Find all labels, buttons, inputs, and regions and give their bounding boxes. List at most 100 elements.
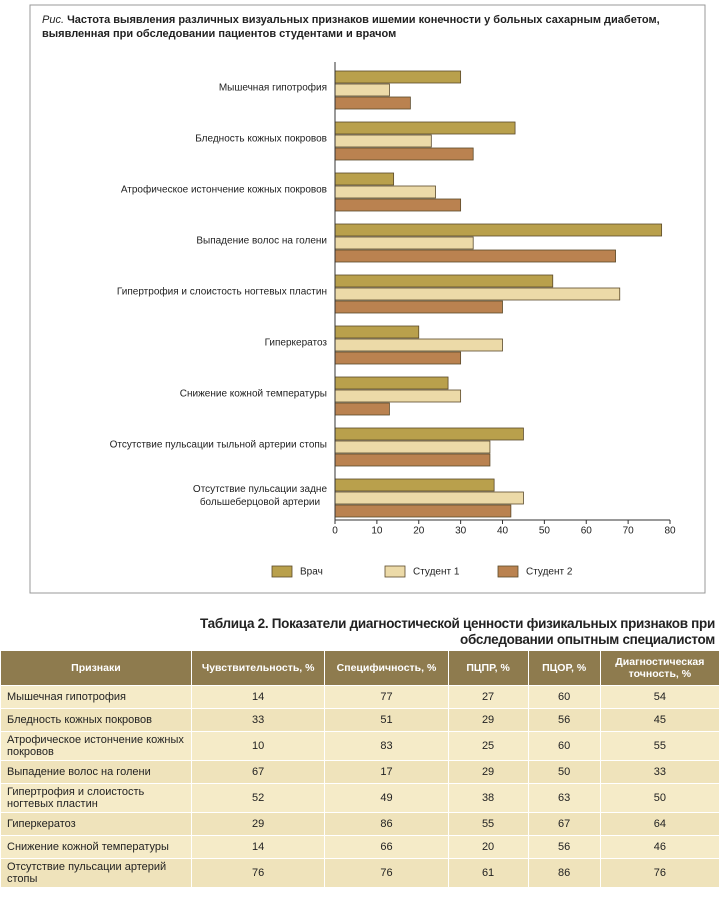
x-tick-label: 40	[497, 526, 509, 537]
figure-caption: Рис. Частота выявления различных визуаль…	[42, 13, 692, 41]
table-cell: 25	[447, 731, 529, 761]
table-cell: 51	[324, 708, 449, 732]
bar	[334, 172, 395, 186]
header-cell: Признаки	[0, 650, 192, 686]
table-title: Таблица 2. Показатели диагностической це…	[200, 616, 715, 647]
table-row: Выпадение волос на голени 67 17 29 50 33	[0, 760, 720, 784]
legend-label: Врач	[300, 567, 323, 578]
bar	[334, 376, 449, 390]
bar	[334, 198, 462, 212]
x-tick-label: 70	[623, 526, 635, 537]
bar	[334, 185, 436, 199]
x-tick-label: 30	[455, 526, 467, 537]
table-cell: 55	[599, 731, 720, 761]
category-label: Выпадение волос на голени	[196, 235, 327, 247]
category-label: Гиперкератоз	[264, 337, 327, 349]
header-cell: Специфичность, %	[324, 650, 449, 686]
table-row: Отсутствие пульсации артерий стопы 76 76 61…	[0, 858, 720, 888]
bar	[334, 249, 616, 263]
bar	[334, 402, 390, 416]
x-tick-label: 50	[539, 526, 551, 537]
category-label: Бледность кожных покровов	[195, 133, 327, 145]
bar	[334, 504, 512, 518]
bar	[334, 121, 516, 135]
table-cell: 66	[324, 835, 449, 859]
table-cell: Мышечная гипотрофия	[0, 685, 192, 709]
header-cell: ПЦОР, %	[527, 650, 601, 686]
table-cell: 46	[599, 835, 720, 859]
table-cell: 76	[599, 858, 720, 888]
bar	[334, 147, 474, 161]
header-cell: ПЦПР, %	[447, 650, 529, 686]
table-cell: 14	[190, 685, 326, 709]
x-tick-label: 0	[332, 526, 338, 537]
header-cell: Диагностическая точность, %	[599, 650, 720, 686]
bar	[334, 351, 462, 365]
bar	[334, 274, 554, 288]
table-cell: 60	[527, 685, 601, 709]
table-cell: 29	[190, 812, 326, 836]
table-row: Бледность кожных покровов 33 51 29 56 45	[0, 708, 720, 732]
bar	[334, 134, 432, 148]
bar	[334, 453, 491, 467]
table-cell: 27	[447, 685, 529, 709]
bar	[334, 96, 411, 110]
bar	[334, 491, 524, 505]
table-cell: 86	[324, 812, 449, 836]
bar	[334, 236, 474, 250]
table-cell: 33	[190, 708, 326, 732]
category-label: Отсутствие пульсации тыльной артерии сто…	[109, 439, 327, 451]
table-cell: 61	[447, 858, 529, 888]
figure-label: Рис.	[42, 14, 65, 26]
table-cell: 54	[599, 685, 720, 709]
table-cell: 38	[447, 783, 529, 813]
table-cell: Атрофическое истончение кожных покровов	[0, 731, 192, 761]
table-cell: 45	[599, 708, 720, 732]
table-cell: 55	[447, 812, 529, 836]
frame	[29, 4, 706, 594]
header-cell: Чувствительность, %	[190, 650, 326, 686]
table-cell: 33	[599, 760, 720, 784]
table-cell: 49	[324, 783, 449, 813]
x-tick-label: 80	[664, 526, 676, 537]
table-cell: 83	[324, 731, 449, 761]
table: Признаки Чувствительность, % Специфичность…	[0, 650, 720, 888]
bar	[334, 223, 663, 237]
table-cell: 29	[447, 760, 529, 784]
bar	[334, 338, 503, 352]
table-cell: 67	[190, 760, 326, 784]
table-cell: 14	[190, 835, 326, 859]
category-label: Снижение кожной температуры	[179, 388, 327, 400]
bar	[334, 440, 491, 454]
table-cell: 76	[190, 858, 326, 888]
table-cell: 56	[527, 708, 601, 732]
table-cell: 63	[527, 783, 601, 813]
bar	[334, 478, 495, 492]
table-cell: 50	[599, 783, 720, 813]
table-cell: 77	[324, 685, 449, 709]
bar	[334, 83, 390, 97]
table-cell: 60	[527, 731, 601, 761]
table-cell: Снижение кожной температуры	[0, 835, 192, 859]
table-row: Снижение кожной температуры 14 66 20 56 46	[0, 835, 720, 859]
category-label: Атрофическое истончение кожных покровов	[120, 184, 327, 196]
table-cell: 52	[190, 783, 326, 813]
table-cell: 76	[324, 858, 449, 888]
table-cell: 17	[324, 760, 449, 784]
table-cell: 64	[599, 812, 720, 836]
bar	[334, 427, 524, 441]
x-tick-label: 20	[413, 526, 425, 537]
bar	[334, 300, 503, 314]
x-tick-label: 10	[371, 526, 383, 537]
table-cell: 50	[527, 760, 601, 784]
legend-label: Студент 1	[413, 567, 460, 578]
chart: 0 10 20 30 40 50 60 70 80 Врач Студент 1 Студент 2	[29, 4, 706, 594]
bar	[334, 325, 420, 339]
table-cell: 29	[447, 708, 529, 732]
table-cell: Отсутствие пульсации артерий стопы	[0, 858, 192, 888]
table-cell: Гипертрофия и слоистость ногтевых пласти…	[0, 783, 192, 813]
table-row: Атрофическое истончение кожных покровов 1…	[0, 731, 720, 761]
legend-swatch	[271, 565, 293, 578]
legend-swatch	[384, 565, 406, 578]
table-cell: Выпадение волос на голени	[0, 760, 192, 784]
